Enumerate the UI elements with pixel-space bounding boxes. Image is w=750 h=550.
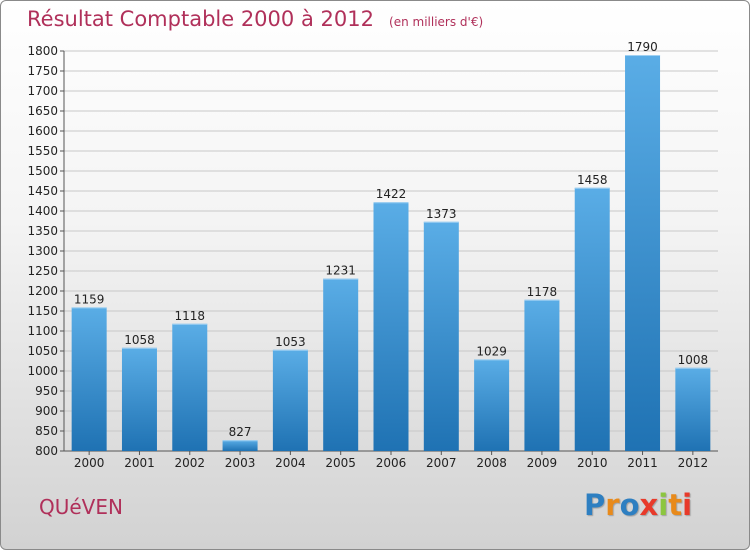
bar-value-label: 1178 bbox=[527, 285, 558, 299]
bar-value-label: 1053 bbox=[275, 335, 306, 349]
x-tick-label: 2009 bbox=[527, 456, 558, 470]
y-tick-label: 1650 bbox=[27, 104, 58, 118]
x-tick-label: 2002 bbox=[174, 456, 205, 470]
y-tick-label: 900 bbox=[35, 404, 58, 418]
x-tick-label: 2007 bbox=[426, 456, 457, 470]
logo-letter: o bbox=[619, 488, 640, 522]
x-tick-label: 2006 bbox=[376, 456, 407, 470]
bar-value-label: 1422 bbox=[376, 187, 407, 201]
x-tick-label: 2005 bbox=[325, 456, 356, 470]
bar-2001 bbox=[121, 347, 157, 451]
bar-value-label: 1029 bbox=[476, 344, 507, 358]
bar-2004 bbox=[272, 349, 308, 451]
bar-2002 bbox=[172, 323, 208, 451]
bar-2006 bbox=[373, 202, 409, 451]
x-tick-label: 2004 bbox=[275, 456, 306, 470]
y-tick-label: 1400 bbox=[27, 204, 58, 218]
x-tick-label: 2011 bbox=[627, 456, 658, 470]
chart-subtitle: (en milliers d'€) bbox=[389, 15, 484, 29]
bars bbox=[71, 55, 711, 452]
y-tick-label: 800 bbox=[35, 444, 58, 458]
bar-2012 bbox=[675, 367, 711, 451]
bar-value-label: 1118 bbox=[174, 309, 205, 323]
proxiti-logo: Proxiti bbox=[584, 488, 692, 522]
x-tick-label: 2000 bbox=[74, 456, 105, 470]
bar-2009 bbox=[524, 299, 560, 451]
y-tick-label: 1250 bbox=[27, 264, 58, 278]
bar-value-label: 1790 bbox=[627, 40, 658, 54]
logo-letter: x bbox=[639, 488, 659, 522]
bar-value-labels: 1159 1058 1118 827 1053 1231 1422 1373 1029 1178 1… bbox=[74, 40, 708, 439]
y-tick-label: 950 bbox=[35, 384, 58, 398]
logo-letter: i bbox=[682, 488, 693, 522]
bar-value-label: 1008 bbox=[678, 353, 709, 367]
y-tick-label: 850 bbox=[35, 424, 58, 438]
y-tick-label: 1150 bbox=[27, 304, 58, 318]
y-tick-label: 1300 bbox=[27, 244, 58, 258]
x-tick-label: 2012 bbox=[678, 456, 709, 470]
y-tick-label: 1550 bbox=[27, 144, 58, 158]
bar-2007 bbox=[423, 221, 459, 451]
bar-value-label: 1373 bbox=[426, 207, 457, 221]
bar-2003 bbox=[222, 440, 258, 451]
bar-value-label: 1231 bbox=[325, 264, 356, 278]
logo-letter: P bbox=[584, 488, 606, 522]
y-tick-label: 1600 bbox=[27, 124, 58, 138]
logo-letter: t bbox=[668, 488, 683, 522]
logo-letter: i bbox=[658, 488, 669, 522]
y-tick-label: 1450 bbox=[27, 184, 58, 198]
y-tick-label: 1350 bbox=[27, 224, 58, 238]
commune-name: QUéVEN bbox=[39, 495, 123, 519]
bar-2008 bbox=[474, 359, 510, 451]
bar-2005 bbox=[323, 278, 359, 451]
y-tick-label: 1700 bbox=[27, 84, 58, 98]
logo-letter: r bbox=[605, 488, 620, 522]
y-tick-label: 1200 bbox=[27, 284, 58, 298]
x-tick-label: 2010 bbox=[577, 456, 608, 470]
y-tick-label: 1500 bbox=[27, 164, 58, 178]
y-tick-label: 1800 bbox=[27, 44, 58, 58]
bar-2011 bbox=[625, 55, 661, 451]
title-block: Résultat Comptable 2000 à 2012 (en milli… bbox=[27, 7, 483, 31]
bar-value-label: 1058 bbox=[124, 333, 155, 347]
bar-value-label: 827 bbox=[229, 425, 252, 439]
y-tick-label: 1050 bbox=[27, 344, 58, 358]
x-tick-label: 2008 bbox=[476, 456, 507, 470]
chart-title: Résultat Comptable 2000 à 2012 bbox=[27, 7, 374, 31]
bar-2010 bbox=[574, 187, 610, 452]
x-tick-label: 2003 bbox=[225, 456, 256, 470]
bar-value-label: 1159 bbox=[74, 292, 105, 306]
y-tick-label: 1000 bbox=[27, 364, 58, 378]
y-tick-label: 1750 bbox=[27, 64, 58, 78]
bar-value-label: 1458 bbox=[577, 173, 608, 187]
x-tick-label: 2001 bbox=[124, 456, 155, 470]
bar-2000 bbox=[71, 307, 107, 451]
y-tick-label: 1100 bbox=[27, 324, 58, 338]
